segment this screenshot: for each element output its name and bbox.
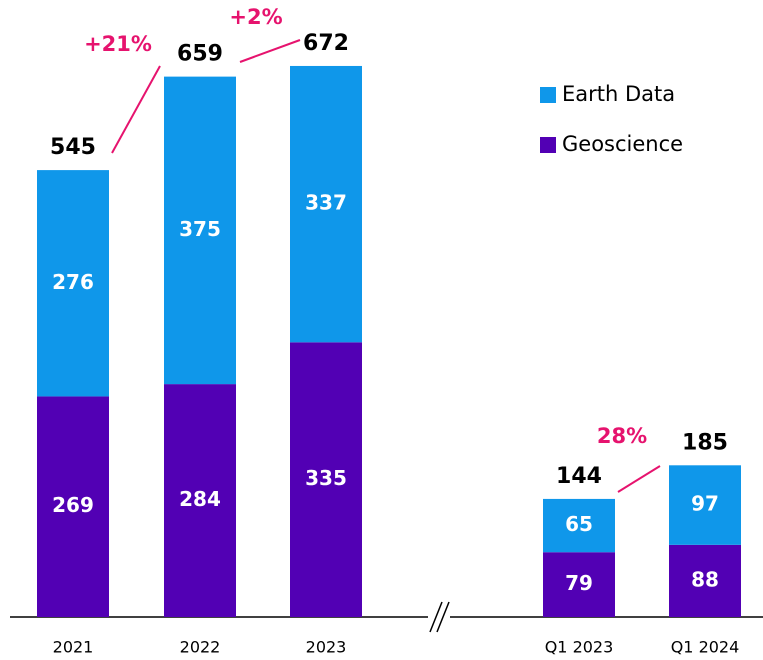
growth-connector: [111, 65, 161, 154]
data-label: 337: [305, 191, 347, 215]
growth-connector: [239, 39, 301, 63]
axis-break: [429, 601, 443, 633]
axis-break: [436, 601, 450, 633]
total-label: 659: [177, 42, 223, 67]
total-label: 185: [682, 430, 728, 455]
bar-segment: [669, 465, 741, 545]
growth-connector: [617, 465, 661, 493]
bar-segment: [290, 65, 362, 343]
x-tick-label: Q1 2023: [545, 638, 614, 657]
x-tick-label: 2023: [306, 638, 347, 657]
data-label: 284: [179, 487, 221, 511]
x-tick-label: 2022: [180, 638, 221, 657]
x-tick-label: 2021: [53, 638, 94, 657]
data-label: 335: [305, 466, 347, 490]
data-label: 276: [52, 270, 94, 294]
data-label: 88: [691, 567, 719, 591]
legend-label: Earth Data: [562, 82, 675, 106]
total-label: 545: [50, 135, 96, 160]
data-label: 97: [691, 492, 719, 516]
legend-swatch: [540, 87, 556, 103]
bar-segment: [543, 552, 615, 617]
bar-segment: [37, 396, 109, 617]
legend-swatch: [540, 137, 556, 153]
x-tick-label: Q1 2024: [671, 638, 740, 657]
bar-segment: [164, 76, 236, 385]
bar-segment: [669, 544, 741, 617]
bar-segment: [543, 498, 615, 553]
bar-segment: [37, 170, 109, 397]
legend-label: Geoscience: [562, 132, 683, 156]
bar-segment: [290, 342, 362, 617]
total-label: 144: [556, 464, 602, 489]
annotation: +21%: [84, 32, 152, 56]
data-label: 79: [565, 571, 593, 595]
annotation: 28%: [597, 424, 647, 448]
data-label: 65: [565, 512, 593, 536]
data-label: 375: [179, 217, 221, 241]
bar-segment: [164, 384, 236, 617]
data-label: 269: [52, 493, 94, 517]
total-label: 672: [303, 31, 349, 56]
annotation: +2%: [229, 5, 282, 29]
